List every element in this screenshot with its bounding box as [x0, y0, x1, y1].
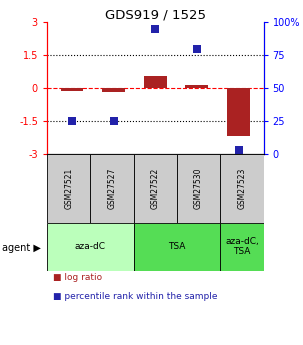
Point [153, 26, 158, 32]
Bar [102, 88, 125, 92]
Point [111, 118, 116, 124]
Bar [227, 88, 250, 136]
Point [236, 147, 241, 152]
Bar [47, 223, 134, 271]
Bar [177, 154, 220, 223]
Bar [220, 154, 264, 223]
Text: GSM27521: GSM27521 [64, 167, 73, 209]
Bar [185, 85, 208, 88]
Text: GSM27530: GSM27530 [194, 167, 203, 209]
Bar [134, 154, 177, 223]
Title: GDS919 / 1525: GDS919 / 1525 [105, 8, 206, 21]
Text: ■ log ratio: ■ log ratio [53, 273, 102, 282]
Bar [220, 223, 264, 271]
Text: GSM27527: GSM27527 [108, 167, 116, 209]
Text: GSM27523: GSM27523 [238, 167, 246, 209]
Text: aza-dC,
TSA: aza-dC, TSA [225, 237, 259, 256]
Text: aza-dC: aza-dC [75, 242, 106, 251]
Bar [90, 154, 134, 223]
Text: TSA: TSA [168, 242, 186, 251]
Text: ■ percentile rank within the sample: ■ percentile rank within the sample [53, 292, 218, 301]
Point [195, 46, 199, 51]
Bar [134, 223, 220, 271]
Bar [144, 76, 167, 88]
Text: GSM27522: GSM27522 [151, 167, 160, 209]
Bar [47, 154, 90, 223]
Bar [61, 88, 83, 91]
Point [70, 118, 75, 124]
Text: agent ▶: agent ▶ [2, 244, 40, 253]
